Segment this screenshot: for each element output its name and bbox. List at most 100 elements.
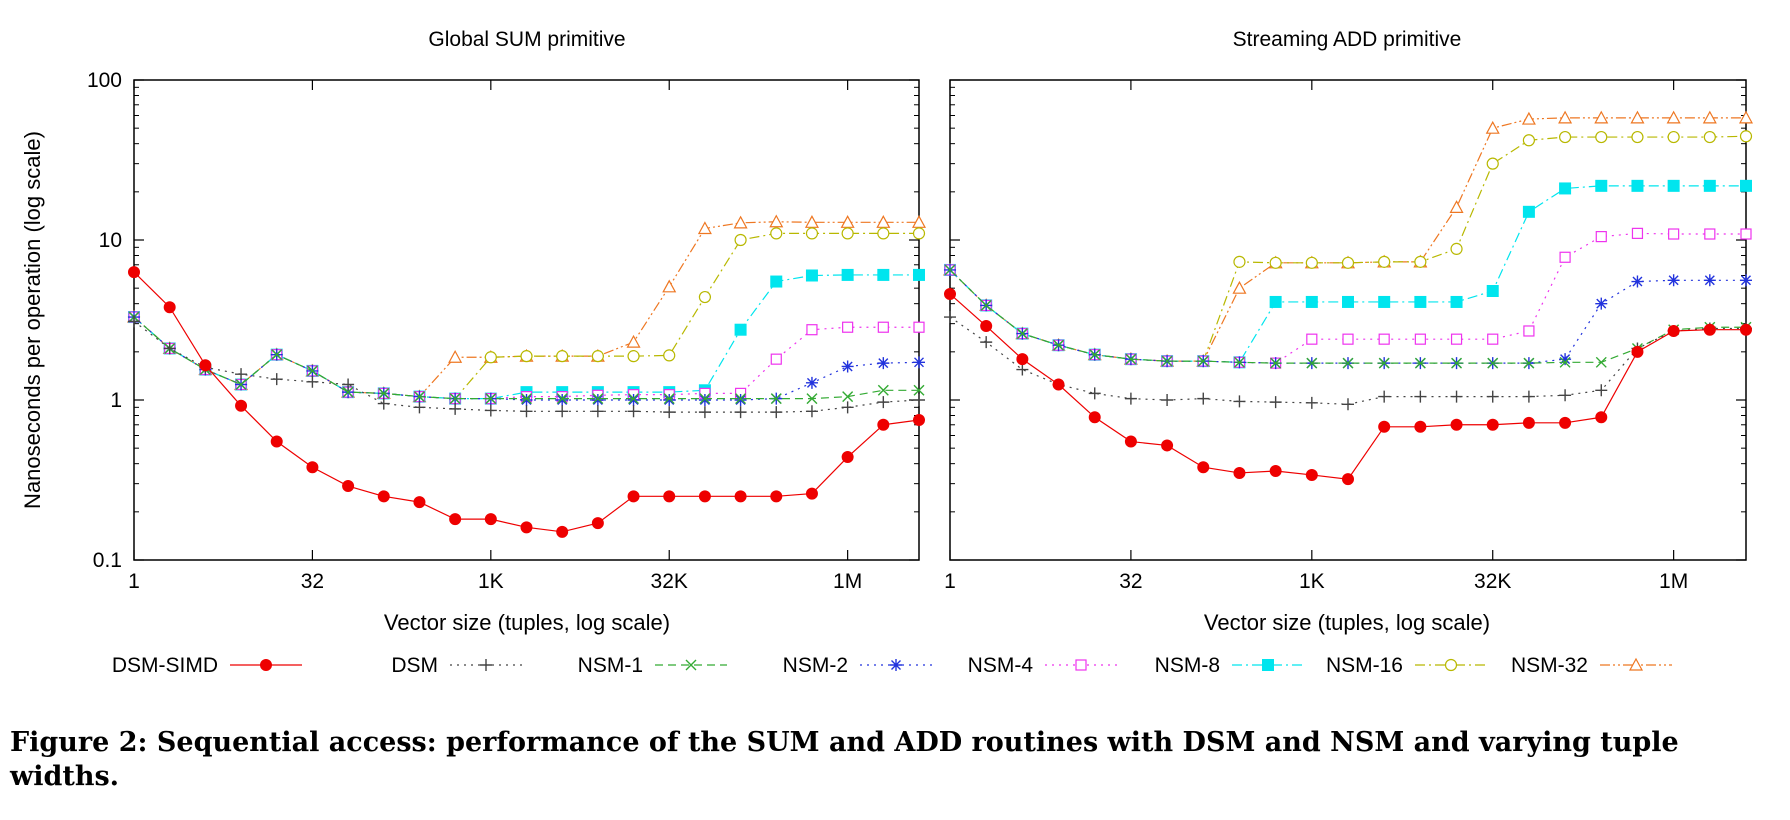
x-tick-label: 1: [128, 570, 140, 593]
data-point: [1306, 357, 1318, 369]
data-point: [1450, 242, 1463, 255]
data-point: [1702, 110, 1717, 124]
x-tick-label: 1K: [478, 570, 504, 593]
data-point: [877, 418, 890, 431]
series-line: [133, 274, 919, 400]
data-point: [1521, 111, 1536, 125]
data-point: [841, 451, 854, 464]
data-point: [1740, 274, 1752, 287]
legend-marker: [1628, 657, 1644, 671]
series-line: [949, 293, 1746, 480]
data-point: [591, 405, 604, 418]
data-point: [1342, 357, 1354, 369]
data-point: [591, 350, 604, 363]
data-point: [698, 406, 711, 419]
data-point: [698, 394, 711, 406]
data-point: [270, 435, 283, 448]
data-point: [877, 396, 890, 409]
data-point: [413, 496, 426, 509]
series-line: [949, 135, 1747, 362]
data-point: [735, 393, 747, 405]
series-line: [949, 185, 1746, 363]
data-point: [1558, 130, 1572, 144]
legend-marker: [480, 659, 492, 671]
data-point: [734, 394, 747, 406]
data-point: [378, 387, 390, 399]
data-point: [627, 490, 640, 503]
data-point: [1342, 473, 1354, 486]
series-dsm-simd: [128, 266, 925, 538]
data-point: [1558, 110, 1573, 124]
y-tick-label: 1: [110, 389, 122, 412]
legend-item-nsm-8: NSM-8: [1155, 654, 1304, 677]
series-line: [133, 232, 919, 400]
series-nsm-8: [128, 268, 925, 405]
data-point: [1270, 357, 1282, 369]
data-point: [1378, 255, 1391, 268]
data-point: [1414, 295, 1427, 308]
data-point: [1738, 110, 1754, 124]
data-point: [485, 393, 497, 405]
data-point: [1089, 349, 1101, 361]
data-point: [842, 321, 854, 333]
legend-label: NSM-16: [1326, 654, 1403, 677]
legend-label: NSM-8: [1155, 654, 1220, 677]
data-point: [913, 384, 925, 396]
data-point: [1197, 355, 1209, 367]
data-point: [698, 290, 712, 304]
series-layer: [126, 214, 927, 538]
data-point: [1559, 389, 1572, 402]
data-point: [1703, 323, 1716, 336]
data-point: [805, 405, 818, 418]
data-point: [1703, 274, 1716, 287]
data-point: [842, 391, 854, 403]
data-point: [770, 393, 782, 405]
legend-label: DSM-SIMD: [112, 654, 218, 677]
data-point: [1269, 256, 1282, 269]
legend-item-dsm-simd: DSM-SIMD: [112, 654, 302, 677]
x-tick-label: 32K: [1474, 570, 1511, 593]
data-point: [163, 342, 176, 355]
data-point: [770, 227, 783, 240]
series-line: [949, 117, 1746, 362]
data-point: [1595, 411, 1608, 424]
data-point: [1523, 325, 1535, 337]
data-point: [128, 266, 140, 279]
data-point: [1740, 179, 1752, 192]
data-point: [1052, 378, 1065, 391]
data-point: [1124, 392, 1137, 405]
data-point: [1704, 228, 1716, 240]
axis-ticks: 1 32 1K 32K 1M 0.1 1 10 100: [87, 69, 919, 593]
data-point: [697, 221, 712, 235]
x-tick-label: 32K: [651, 570, 688, 593]
legend-item-nsm-16: NSM-16: [1326, 654, 1487, 677]
data-point: [805, 227, 819, 240]
data-point: [1450, 418, 1463, 431]
data-point: [1559, 416, 1572, 429]
x-tick-label: 1M: [833, 570, 862, 593]
data-point: [1233, 395, 1246, 408]
data-point: [1305, 256, 1318, 269]
data-point: [734, 406, 747, 419]
data-point: [377, 490, 390, 503]
data-point: [1232, 280, 1247, 294]
data-point: [1016, 328, 1028, 340]
plot-frame: [949, 79, 1747, 561]
data-point: [556, 394, 569, 406]
data-point: [1486, 390, 1499, 403]
data-point: [944, 311, 956, 324]
series-nsm-1: [944, 264, 1752, 369]
data-point: [342, 378, 355, 391]
data-point: [1594, 110, 1609, 124]
data-point: [1450, 295, 1463, 308]
data-point: [770, 353, 782, 365]
data-point: [1631, 227, 1644, 239]
data-point: [235, 399, 248, 412]
data-point: [1450, 390, 1463, 403]
data-point: [980, 299, 992, 311]
data-point: [841, 360, 854, 373]
panel-title: Streaming ADD primitive: [1233, 28, 1462, 51]
data-point: [805, 269, 818, 282]
data-point: [520, 521, 533, 534]
y-tick-label: 10: [99, 229, 122, 252]
